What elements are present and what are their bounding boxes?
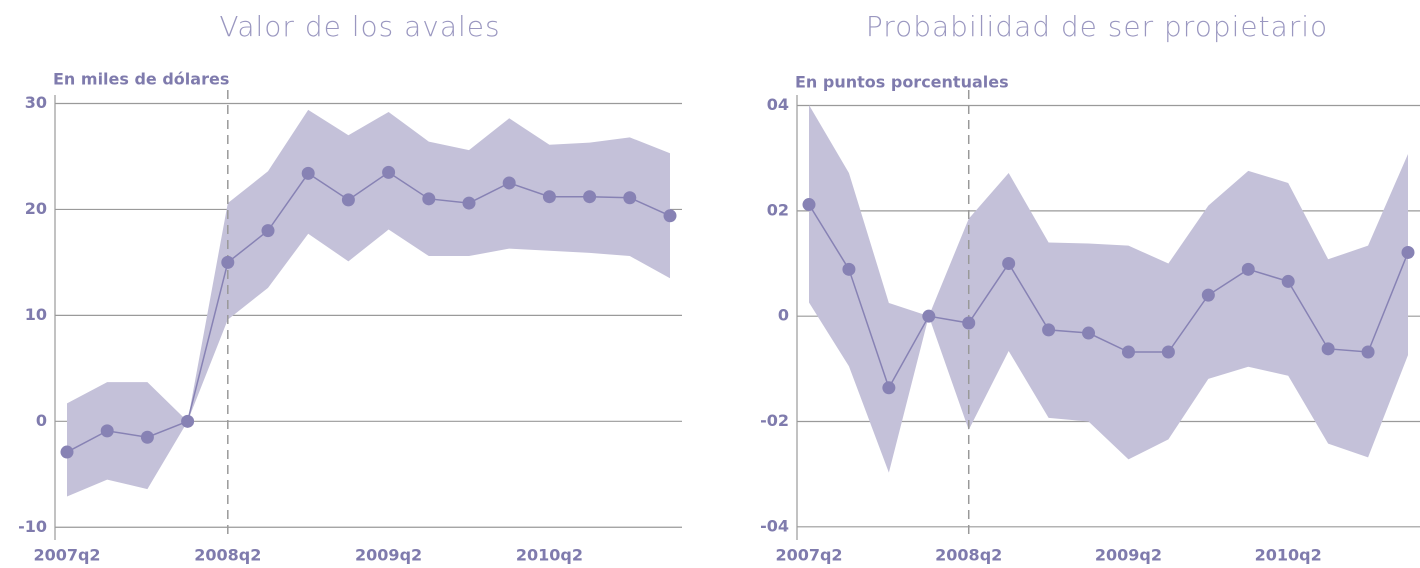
point: [221, 255, 235, 269]
point: [422, 192, 436, 206]
y-tick-label: 04: [767, 95, 789, 114]
point: [100, 424, 114, 438]
point: [1321, 342, 1335, 356]
point: [663, 209, 677, 223]
y-tick-label: -02: [760, 411, 789, 430]
point: [623, 191, 637, 205]
point: [842, 262, 856, 276]
point: [462, 196, 476, 210]
y-tick-label: 02: [767, 200, 789, 219]
x-tick-label: 2009q2: [1095, 546, 1162, 565]
y-tick-label: -10: [18, 517, 47, 536]
point: [181, 414, 195, 428]
point: [1401, 245, 1415, 259]
x-tick-label: 2010q2: [1255, 546, 1322, 565]
x-tick-label: 2008q2: [194, 546, 261, 565]
y-tick-label: 10: [25, 305, 47, 324]
point: [301, 166, 315, 180]
y-tick-label: 30: [25, 93, 47, 112]
point: [1201, 288, 1215, 302]
point: [1121, 345, 1135, 359]
chart-title: Valor de los avales: [219, 10, 500, 43]
y-tick-label: 20: [25, 199, 47, 218]
point: [341, 193, 355, 207]
point: [1042, 323, 1056, 337]
point: [382, 165, 396, 179]
y-axis-label: En puntos porcentuales: [795, 73, 1009, 92]
point: [1002, 257, 1016, 271]
point: [922, 309, 936, 323]
point: [1361, 345, 1375, 359]
point: [140, 430, 154, 444]
point: [60, 445, 74, 459]
point: [502, 176, 516, 190]
point: [1281, 274, 1295, 288]
point: [261, 224, 275, 238]
line: [66, 171, 671, 453]
y-tick-label: 0: [778, 306, 789, 325]
point: [962, 316, 976, 330]
y-tick-label: 0: [36, 411, 47, 430]
y-axis-label: En miles de dólares: [53, 70, 229, 89]
chart-title: Probabilidad de ser propietario: [866, 10, 1328, 43]
point: [802, 198, 816, 212]
line: [808, 204, 1409, 390]
x-tick-label: 2007q2: [33, 546, 100, 565]
confidence-band: [67, 109, 670, 497]
point: [1082, 326, 1096, 340]
x-tick-label: 2007q2: [775, 546, 842, 565]
point: [882, 381, 896, 395]
point: [542, 190, 556, 204]
x-tick-label: 2009q2: [355, 546, 422, 565]
confidence-band: [809, 105, 1408, 473]
point: [1241, 262, 1255, 276]
x-tick-label: 2008q2: [935, 546, 1002, 565]
point: [1161, 345, 1175, 359]
x-tick-label: 2010q2: [516, 546, 583, 565]
point: [583, 190, 597, 204]
y-tick-label: -04: [760, 516, 789, 535]
